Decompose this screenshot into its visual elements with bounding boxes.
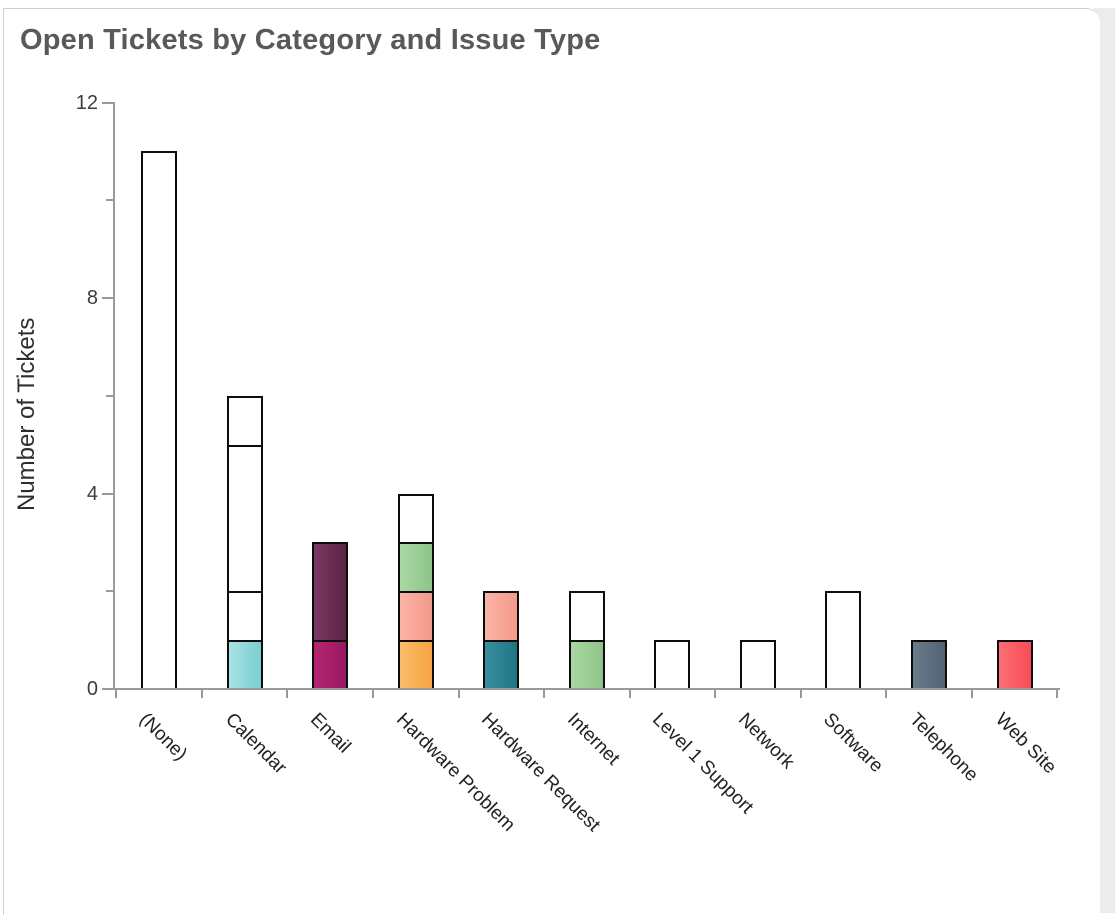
- y-tick: [102, 688, 113, 690]
- y-tick: [102, 297, 113, 299]
- x-tick: [1056, 689, 1059, 698]
- y-tick: [106, 199, 113, 202]
- y-tick: [106, 394, 113, 397]
- y-tick-label: 8: [86, 287, 98, 309]
- bar-segment-hardware-problem[interactable]: [397, 493, 434, 543]
- x-tick: [457, 689, 460, 698]
- bar-segment-calendar[interactable]: [226, 395, 263, 445]
- y-tick-label: 4: [86, 482, 98, 505]
- bar-segment-calendar[interactable]: [226, 591, 263, 641]
- bar-segment-internet[interactable]: [568, 591, 605, 641]
- bar-segment-hardware-problem[interactable]: [397, 542, 434, 592]
- x-tick: [970, 689, 973, 698]
- x-tick: [371, 689, 374, 698]
- bar-segment-software[interactable]: [825, 591, 862, 689]
- bar-segment-level-1-support[interactable]: [654, 640, 691, 689]
- y-tick: [102, 101, 113, 104]
- bar-segment-email[interactable]: [312, 640, 349, 689]
- y-tick: [106, 590, 113, 593]
- plot-area: 0 4 8 12 (None) Calendar Email Hardware Problem…: [4, 9, 1100, 915]
- x-axis-label: Telephone: [905, 709, 983, 786]
- bar-segment-network[interactable]: [739, 640, 776, 689]
- x-tick: [714, 689, 717, 698]
- x-axis-label: Internet: [562, 709, 624, 770]
- x-tick: [885, 689, 888, 698]
- y-tick: [102, 492, 113, 495]
- y-tick-label: 0: [86, 678, 98, 700]
- x-axis-label: Software: [819, 709, 888, 777]
- bar-segment-email[interactable]: [312, 542, 349, 641]
- bar-segment-telephone[interactable]: [911, 640, 948, 689]
- x-tick: [200, 689, 203, 698]
- x-axis-label: (None): [135, 709, 192, 765]
- y-axis-line: [113, 101, 115, 690]
- x-axis-label: Network: [734, 709, 799, 774]
- x-tick: [543, 689, 546, 698]
- bar-segment-hardware-request[interactable]: [483, 640, 520, 689]
- x-axis-line: [113, 688, 1061, 690]
- x-axis-label: Calendar: [220, 709, 291, 779]
- x-tick: [115, 689, 118, 698]
- bar-segment-calendar[interactable]: [226, 640, 263, 689]
- bar-segment-web-site[interactable]: [996, 640, 1033, 689]
- chart-title: Open Tickets by Category and Issue Type: [20, 24, 601, 56]
- y-tick-label: 12: [75, 91, 98, 114]
- bar-segment-hardware-problem[interactable]: [397, 640, 434, 689]
- x-axis-label: Email: [306, 709, 355, 758]
- bar-segment-internet[interactable]: [568, 640, 605, 689]
- x-tick: [628, 689, 631, 698]
- chart-card: Open Tickets by Category and Issue Type …: [3, 8, 1100, 915]
- bar-segment-calendar[interactable]: [226, 444, 263, 592]
- bar-segment--none-[interactable]: [141, 151, 178, 689]
- x-tick: [286, 689, 289, 698]
- bar-segment-hardware-request[interactable]: [483, 591, 520, 641]
- x-axis-label: Web Site: [990, 709, 1060, 779]
- x-tick: [799, 689, 802, 698]
- bar-segment-hardware-problem[interactable]: [397, 591, 434, 641]
